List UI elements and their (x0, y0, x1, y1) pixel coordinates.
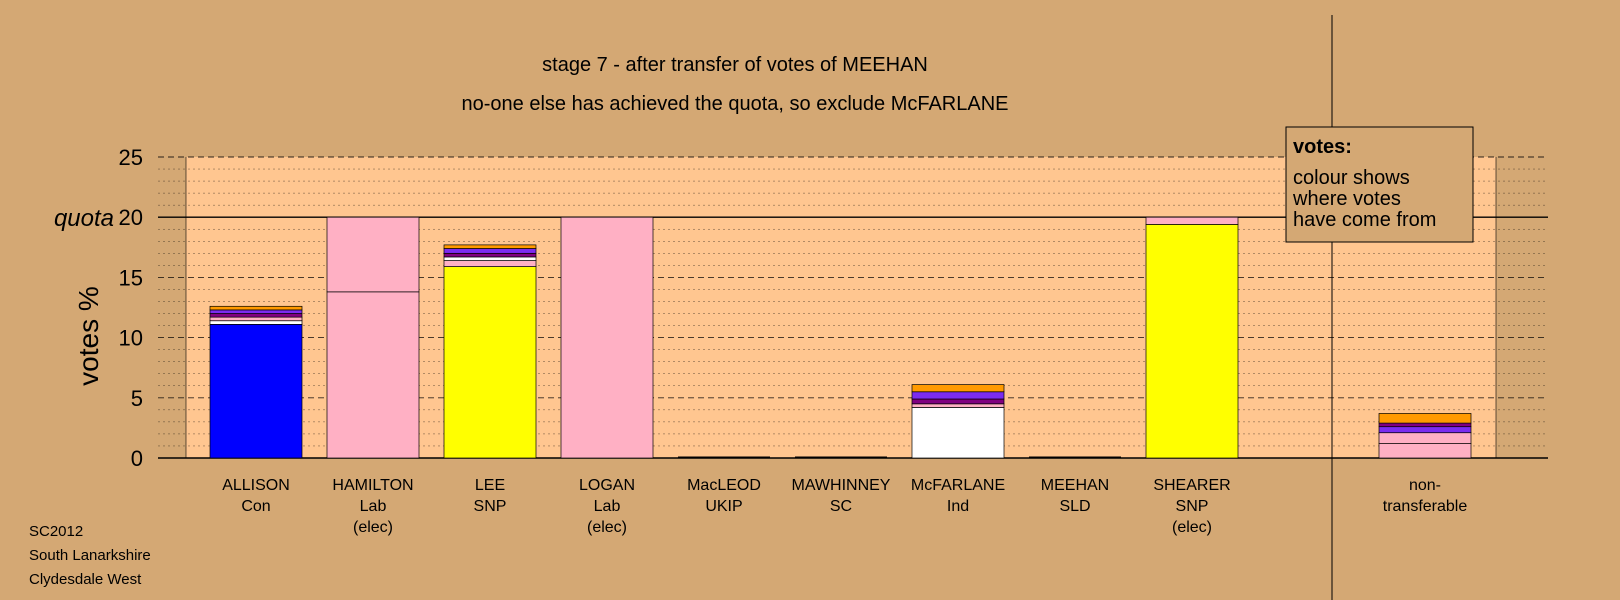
x-tick-label: SNP (474, 498, 507, 515)
bar-segment (443, 256, 537, 261)
bar-segment (1378, 426, 1472, 434)
legend-line: where votes (1292, 188, 1401, 210)
chart-subtitle: no-one else has achieved the quota, so e… (462, 93, 1009, 115)
bar-segment (911, 384, 1005, 393)
bar-segment (1378, 432, 1472, 444)
x-axis-labels: ALLISON Con HAMILTON Lab (elec) LEE SNP LOGAN La… (222, 477, 1467, 536)
legend-line: colour shows (1293, 167, 1410, 189)
chart-title: stage 7 - after transfer of votes of MEE… (542, 54, 928, 76)
footer-line: Clydesdale West (29, 571, 142, 588)
x-tick-label: MEEHAN (1041, 477, 1109, 494)
bar-segment (1378, 422, 1472, 428)
legend-box (1285, 126, 1474, 243)
bar-segment (911, 403, 1005, 408)
bar-segment (560, 216, 654, 459)
bar-segment (443, 266, 537, 459)
y-tick-label: 0 (131, 446, 143, 471)
bar-segment (911, 407, 1005, 459)
quota-label: quota (54, 205, 114, 232)
bar-segment (326, 216, 420, 293)
bar-segment (1378, 413, 1472, 424)
x-tick-label: (elec) (353, 519, 393, 536)
x-tick-label: (elec) (587, 519, 627, 536)
y-tick-label: 20 (119, 205, 143, 230)
x-tick-label: (elec) (1172, 519, 1212, 536)
x-tick-label: LEE (475, 477, 505, 494)
x-tick-label: McFARLANE (911, 477, 1005, 494)
x-tick-label: SHEARER (1153, 477, 1230, 494)
x-tick-label: SC (830, 498, 852, 515)
legend-line: have come from (1293, 209, 1436, 231)
footer-line: South Lanarkshire (29, 547, 151, 564)
x-tick-label: SNP (1176, 498, 1209, 515)
y-axis-title: votes % (73, 286, 104, 386)
x-tick-label: Con (241, 498, 270, 515)
footer: SC2012 South Lanarkshire Clydesdale West (29, 523, 151, 588)
x-tick-label: Lab (594, 498, 621, 515)
x-tick-label: transferable (1383, 498, 1468, 515)
y-tick-label: 5 (131, 386, 143, 411)
bar-segment (326, 291, 420, 459)
x-tick-label: UKIP (705, 498, 742, 515)
bar-segment (443, 260, 537, 267)
y-tick-label: 10 (119, 326, 143, 351)
bar-segment (1145, 216, 1239, 225)
bar-segment (209, 313, 303, 318)
x-tick-label: non- (1409, 477, 1441, 494)
bar-stacks (209, 216, 1472, 459)
bar-segment (1145, 224, 1239, 459)
bar-segment (443, 244, 537, 249)
bar-segment (209, 316, 303, 322)
footer-line: SC2012 (29, 523, 83, 540)
bar-segment (209, 305, 303, 311)
bar-segment (209, 320, 303, 325)
x-tick-label: Ind (947, 498, 969, 515)
x-tick-label: SLD (1059, 498, 1090, 515)
bar-segment (209, 324, 303, 459)
y-tick-label: 15 (119, 265, 143, 290)
bar-segment (209, 309, 303, 314)
y-axis: 0 5 10 15 20 25 (119, 145, 143, 471)
x-tick-label: Lab (360, 498, 387, 515)
x-tick-label: HAMILTON (332, 477, 413, 494)
y-tick-label: 25 (119, 145, 143, 170)
bar-segment (1378, 443, 1472, 459)
x-tick-label: MacLEOD (687, 477, 761, 494)
x-tick-label: MAWHINNEY (792, 477, 891, 494)
bar-segment (443, 252, 537, 258)
x-tick-label: LOGAN (579, 477, 635, 494)
bar-segment (443, 248, 537, 254)
legend: votes: colour shows where votes have com… (1285, 126, 1474, 243)
bar-segment (911, 398, 1005, 405)
bar-segment (911, 391, 1005, 400)
x-tick-label: ALLISON (222, 477, 290, 494)
legend-title: votes: (1293, 136, 1352, 158)
